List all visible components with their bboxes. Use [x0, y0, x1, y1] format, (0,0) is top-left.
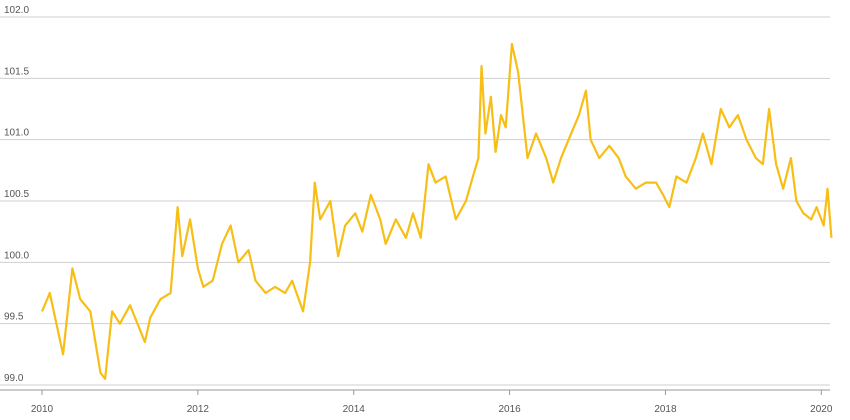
- y-tick-label: 100.5: [4, 189, 29, 200]
- y-tick-label: 99.5: [4, 312, 24, 323]
- data-line: [40, 42, 833, 380]
- x-tick-label: 2016: [498, 404, 521, 415]
- y-tick-label: 101.5: [4, 66, 29, 77]
- x-tick-label: 2012: [187, 404, 210, 415]
- y-tick-label: 102.0: [4, 5, 29, 16]
- y-tick-label: 99.0: [4, 373, 24, 384]
- y-tick-label: 101.0: [4, 128, 29, 139]
- x-tick-label: 2014: [343, 404, 366, 415]
- y-tick-label: 100.0: [4, 250, 29, 261]
- x-tick-label: 2010: [31, 404, 54, 415]
- x-tick-label: 2020: [810, 404, 833, 415]
- x-tick-label: 2018: [654, 404, 677, 415]
